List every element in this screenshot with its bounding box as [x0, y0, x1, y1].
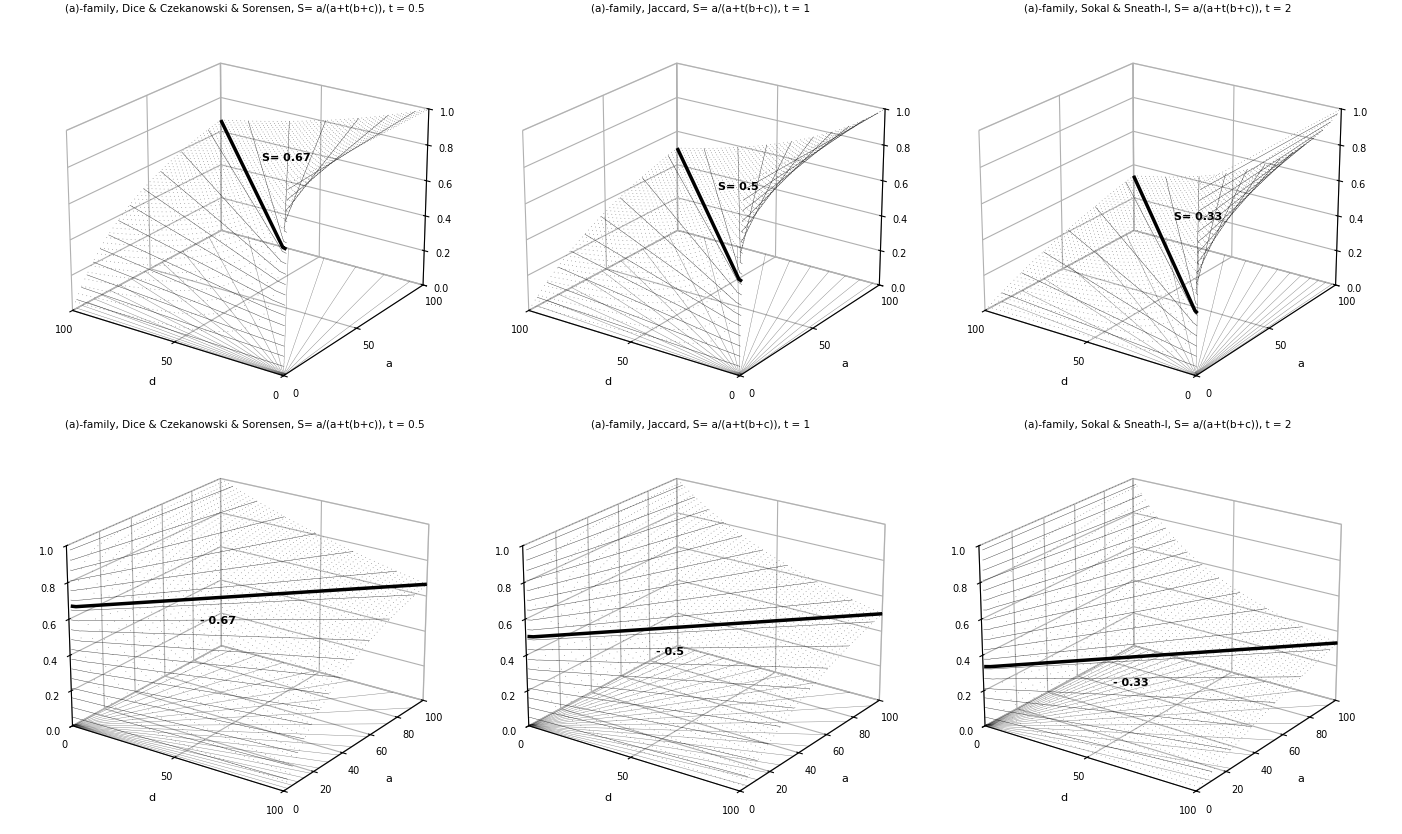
- Title: (a)-family, Jaccard, S= a/(a+t(b+c)), t = 1: (a)-family, Jaccard, S= a/(a+t(b+c)), t …: [592, 4, 810, 14]
- Y-axis label: d: d: [604, 793, 611, 803]
- Title: (a)-family, Dice & Czekanowski & Sorensen, S= a/(a+t(b+c)), t = 0.5: (a)-family, Dice & Czekanowski & Sorense…: [64, 4, 425, 14]
- Title: (a)-family, Dice & Czekanowski & Sorensen, S= a/(a+t(b+c)), t = 0.5: (a)-family, Dice & Czekanowski & Sorense…: [64, 420, 425, 430]
- Y-axis label: a: a: [386, 359, 393, 369]
- X-axis label: a: a: [1298, 774, 1304, 784]
- Y-axis label: a: a: [841, 359, 848, 369]
- Y-axis label: d: d: [1060, 793, 1067, 803]
- X-axis label: a: a: [386, 774, 393, 784]
- X-axis label: d: d: [147, 378, 156, 388]
- X-axis label: a: a: [841, 774, 848, 784]
- Y-axis label: a: a: [1298, 359, 1304, 369]
- X-axis label: d: d: [604, 378, 611, 388]
- X-axis label: d: d: [1060, 378, 1067, 388]
- Title: (a)-family, Jaccard, S= a/(a+t(b+c)), t = 1: (a)-family, Jaccard, S= a/(a+t(b+c)), t …: [592, 420, 810, 430]
- Title: (a)-family, Sokal & Sneath-I, S= a/(a+t(b+c)), t = 2: (a)-family, Sokal & Sneath-I, S= a/(a+t(…: [1023, 420, 1291, 430]
- Y-axis label: d: d: [147, 793, 156, 803]
- Title: (a)-family, Sokal & Sneath-I, S= a/(a+t(b+c)), t = 2: (a)-family, Sokal & Sneath-I, S= a/(a+t(…: [1023, 4, 1291, 14]
